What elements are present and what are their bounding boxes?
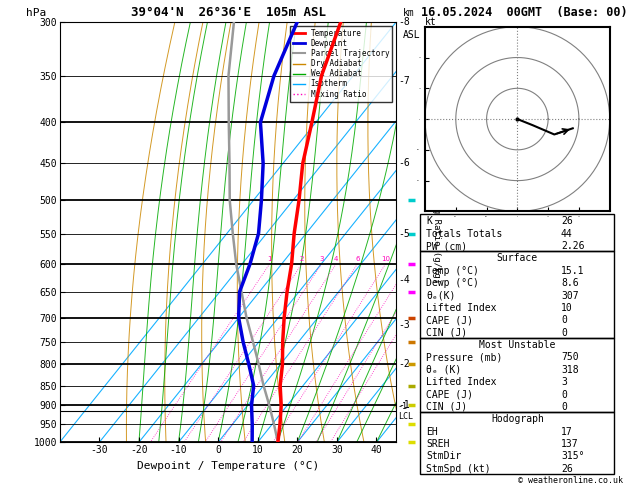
Text: Lifted Index: Lifted Index [426,377,497,387]
Text: 16.05.2024  00GMT  (Base: 00): 16.05.2024 00GMT (Base: 00) [421,6,628,19]
Text: 44: 44 [561,229,572,239]
Text: 318: 318 [561,365,579,375]
Text: θₑ (K): θₑ (K) [426,365,462,375]
Text: kt: kt [425,17,437,27]
Text: 0: 0 [561,328,567,338]
Text: Lifted Index: Lifted Index [426,303,497,313]
Text: 1: 1 [267,256,272,262]
Text: -2: -2 [398,359,409,369]
Text: 137: 137 [561,439,579,449]
Text: Surface: Surface [497,253,538,263]
Text: Pressure (mb): Pressure (mb) [426,352,503,363]
Text: 3: 3 [320,256,324,262]
Text: -5: -5 [398,228,409,239]
Text: 0: 0 [561,389,567,399]
Text: km: km [403,8,415,17]
Text: 3: 3 [561,377,567,387]
Text: 10: 10 [381,256,390,262]
Text: Mixing Ratio (g/kg): Mixing Ratio (g/kg) [432,181,441,283]
Bar [420,338,615,412]
Text: ASL: ASL [403,30,421,40]
Text: -1: -1 [398,400,409,411]
Text: 17: 17 [561,427,572,436]
Text: -1
LCL: -1 LCL [398,401,413,421]
Text: 750: 750 [561,352,579,363]
Text: hPa: hPa [26,8,47,17]
Bar [420,251,615,338]
Text: 39°04'N  26°36'E  105m ASL: 39°04'N 26°36'E 105m ASL [130,6,326,19]
Text: -6: -6 [398,158,409,169]
Text: CIN (J): CIN (J) [426,402,467,412]
Text: PW (cm): PW (cm) [426,241,467,251]
Text: -7: -7 [398,76,409,86]
Text: 315°: 315° [561,451,584,461]
Text: 4: 4 [334,256,338,262]
Legend: Temperature, Dewpoint, Parcel Trajectory, Dry Adiabat, Wet Adiabat, Isotherm, Mi: Temperature, Dewpoint, Parcel Trajectory… [290,26,392,102]
Text: CAPE (J): CAPE (J) [426,315,473,325]
X-axis label: Dewpoint / Temperature (°C): Dewpoint / Temperature (°C) [137,461,319,470]
Text: 8.6: 8.6 [561,278,579,288]
Text: CIN (J): CIN (J) [426,328,467,338]
Text: 10: 10 [561,303,572,313]
Text: 2: 2 [299,256,304,262]
Text: -3: -3 [398,320,409,330]
Text: StmDir: StmDir [426,451,462,461]
Text: θₑ(K): θₑ(K) [426,291,455,300]
Bar [420,412,615,474]
Text: Totals Totals: Totals Totals [426,229,503,239]
Text: Dewp (°C): Dewp (°C) [426,278,479,288]
Text: -4: -4 [398,275,409,285]
Text: 15.1: 15.1 [561,266,584,276]
Text: EH: EH [426,427,438,436]
Bar [420,214,615,251]
Text: © weatheronline.co.uk: © weatheronline.co.uk [518,476,623,485]
Text: Most Unstable: Most Unstable [479,340,555,350]
Text: K: K [426,216,432,226]
Text: 6: 6 [355,256,360,262]
Text: 2.26: 2.26 [561,241,584,251]
Text: StmSpd (kt): StmSpd (kt) [426,464,491,474]
Text: CAPE (J): CAPE (J) [426,389,473,399]
Text: 307: 307 [561,291,579,300]
Text: SREH: SREH [426,439,450,449]
Text: 26: 26 [561,216,572,226]
Text: Hodograph: Hodograph [491,414,544,424]
Text: -8: -8 [398,17,409,27]
Text: 0: 0 [561,315,567,325]
Text: 0: 0 [561,402,567,412]
Text: 26: 26 [561,464,572,474]
Text: Temp (°C): Temp (°C) [426,266,479,276]
